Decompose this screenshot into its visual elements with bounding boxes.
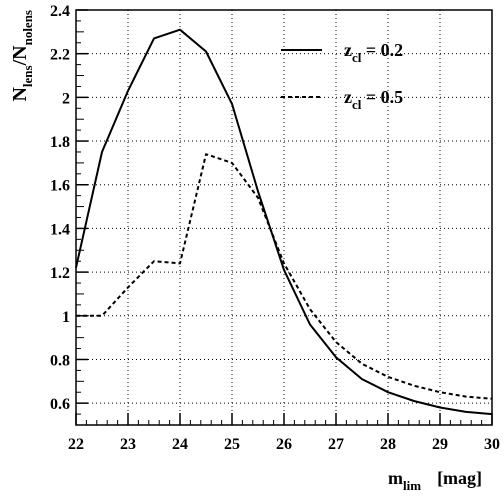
x-axis-label: mlim [mag] xyxy=(388,468,482,493)
x-tick-label: 27 xyxy=(328,436,344,453)
y-tick-label: 1.2 xyxy=(50,265,70,282)
x-tick-label: 26 xyxy=(276,436,292,453)
grid-lines xyxy=(76,10,492,425)
y-tick-label: 1 xyxy=(62,309,70,326)
y-tick-label: 2.4 xyxy=(50,3,70,20)
series-line-1 xyxy=(75,28,493,416)
y-label-sep: /N xyxy=(9,45,31,67)
axis-ticks: 22 23 24 25 26 27 28 29 30 0.6 0.8 1 1.2 1.4 1.6 1.8 2 2.… xyxy=(50,3,500,453)
x-tick-label: 23 xyxy=(120,436,136,453)
x-tick-label: 30 xyxy=(484,436,500,453)
x-tick-label: 25 xyxy=(224,436,240,453)
y-tick-label: 0.8 xyxy=(50,352,70,369)
series-lines xyxy=(75,28,493,416)
x-tick-label: 22 xyxy=(68,436,84,453)
x-tick-label: 28 xyxy=(380,436,396,453)
legend-label-2: zcl = 0.5 xyxy=(344,87,403,112)
y-tick-label: 1.8 xyxy=(50,134,70,151)
y-tick-label: 1.6 xyxy=(50,178,70,195)
x-label-main: m xyxy=(388,468,403,488)
legend-label-main: z xyxy=(344,40,352,60)
legend-label-sub: cl xyxy=(352,50,362,65)
y-tick-label: 1.4 xyxy=(50,221,70,238)
legend-label-1: zcl = 0.2 xyxy=(344,40,403,65)
y-axis-label: Nlens/Nnolens xyxy=(9,10,35,102)
y-label-sub2: nolens xyxy=(20,10,35,45)
x-tick-label: 29 xyxy=(432,436,448,453)
x-label-sub: lim xyxy=(403,478,421,493)
y-tick-label: 2.2 xyxy=(50,47,70,64)
legend-label-sub: cl xyxy=(352,97,362,112)
x-label-unit: [mag] xyxy=(437,468,482,488)
y-tick-label: 0.6 xyxy=(50,396,70,413)
y-label-main1: N xyxy=(9,87,31,102)
y-label-sub1: lens xyxy=(20,65,35,87)
legend-label-main: z xyxy=(344,87,352,107)
series-line-2 xyxy=(76,153,493,400)
legend-label-value: = 0.5 xyxy=(361,87,403,107)
legend-label-value: = 0.2 xyxy=(361,40,403,60)
y-tick-label: 2 xyxy=(62,90,70,107)
x-tick-label: 24 xyxy=(172,436,188,453)
